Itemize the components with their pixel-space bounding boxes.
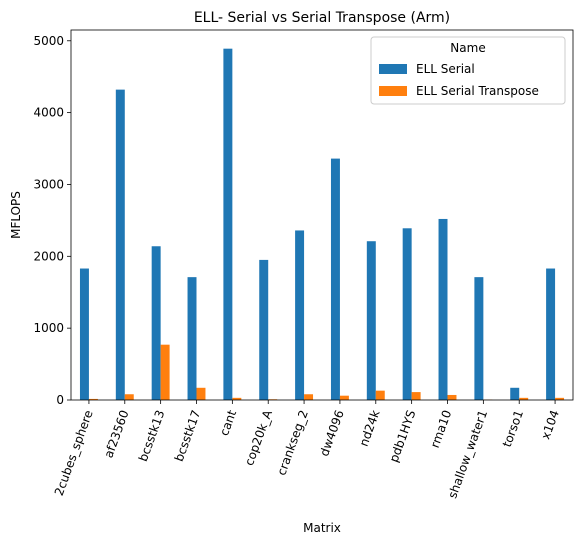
bar-ell-serial-bcsstk17 <box>187 277 197 400</box>
y-axis-label: MFLOPS <box>9 191 23 239</box>
bar-ell-serial-transpose-rma10 <box>447 394 457 400</box>
bar-ell-serial-crankseg-2 <box>295 230 305 400</box>
plot-frame <box>70 29 574 401</box>
bar-ell-serial-cop20k-a <box>259 259 269 400</box>
bar-ell-serial-pdb1hys <box>402 228 412 400</box>
x-tick-label: shallow_water1 <box>445 408 490 500</box>
x-tick-label: dw4096 <box>317 408 347 458</box>
bar-ell-serial-torso1 <box>510 387 520 400</box>
x-tick-label: torso1 <box>500 408 526 449</box>
bar-ell-serial-nd24k <box>366 241 376 400</box>
x-tick-label: pdb1HYS <box>387 408 419 464</box>
bar-ell-serial-x104 <box>546 268 556 400</box>
y-tick-label: 2000 <box>33 249 64 263</box>
x-tick-label: cop20k_A <box>242 407 275 467</box>
bar-ell-serial-dw4096 <box>330 158 340 400</box>
legend-label-ell-serial-transpose: ELL Serial Transpose <box>416 84 539 98</box>
x-tick-label: x104 <box>538 408 561 441</box>
bar-ell-serial-transpose-bcsstk13 <box>160 344 170 400</box>
y-tick-label: 4000 <box>33 106 64 120</box>
x-tick-label: 2cubes_sphere <box>52 408 96 497</box>
bar-ell-serial-transpose-pdb1hys <box>411 392 421 400</box>
bar-ell-serial-transpose-crankseg-2 <box>304 394 314 400</box>
bar-ell-serial-shallow-water1 <box>474 277 484 400</box>
bar-ell-serial-transpose-2cubes-sphere <box>88 398 98 400</box>
x-tick-label: crankseg_2 <box>274 408 311 477</box>
bar-ell-serial-rma10 <box>438 218 448 400</box>
bar-ell-serial-af23560 <box>115 89 125 400</box>
legend: Name ELL Serial ELL Serial Transpose <box>370 36 566 105</box>
y-tick-label: 3000 <box>33 177 64 191</box>
bar-ell-serial-transpose-af23560 <box>124 394 134 400</box>
bar-ell-serial-cant <box>223 48 233 400</box>
bar-ell-serial-transpose-torso1 <box>519 397 529 400</box>
x-tick-label: cant <box>217 408 239 438</box>
bar-ell-serial-transpose-dw4096 <box>339 395 349 400</box>
bar-ell-serial-transpose-nd24k <box>375 390 385 400</box>
x-tick-label: rma10 <box>428 408 455 449</box>
x-tick-label: nd24k <box>357 408 383 448</box>
x-tick-label: bcsstk13 <box>136 408 168 463</box>
bar-ell-serial-bcsstk13 <box>151 246 161 400</box>
y-tick-label: 1000 <box>33 321 64 335</box>
legend-swatch-ell-serial <box>379 64 407 74</box>
legend-swatch-ell-serial-transpose <box>379 86 407 96</box>
bar-ell-serial-2cubes-sphere <box>79 268 89 400</box>
chart-title: ELL- Serial vs Serial Transpose (Arm) <box>194 10 450 26</box>
bar-ell-serial-transpose-x104 <box>555 397 565 400</box>
legend-title: Name <box>450 41 485 55</box>
y-tick-label: 0 <box>56 393 64 407</box>
x-tick-label: bcsstk17 <box>172 408 204 463</box>
x-axis-label: Matrix <box>303 521 341 535</box>
x-tick-label: af23560 <box>101 408 131 460</box>
legend-frame <box>370 36 566 105</box>
y-tick-label: 5000 <box>33 34 64 48</box>
bar-ell-serial-transpose-cant <box>232 397 242 400</box>
bar-ell-serial-transpose-bcsstk17 <box>196 387 206 400</box>
legend-label-ell-serial: ELL Serial <box>416 62 475 76</box>
